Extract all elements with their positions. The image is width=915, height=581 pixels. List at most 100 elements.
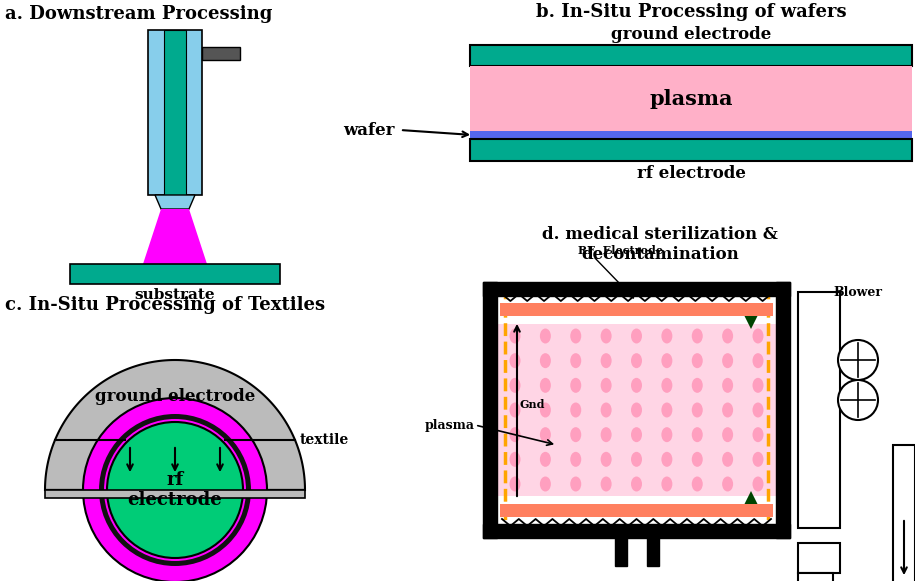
Text: b. In-Situ Processing of wafers: b. In-Situ Processing of wafers: [535, 3, 846, 21]
Ellipse shape: [540, 427, 551, 442]
Ellipse shape: [722, 353, 733, 368]
Ellipse shape: [631, 452, 642, 467]
Text: RF  Electrode: RF Electrode: [578, 245, 663, 256]
Ellipse shape: [631, 378, 642, 393]
Ellipse shape: [600, 378, 611, 393]
Ellipse shape: [752, 427, 763, 442]
Ellipse shape: [540, 378, 551, 393]
Ellipse shape: [600, 353, 611, 368]
Ellipse shape: [692, 328, 703, 343]
Circle shape: [83, 398, 267, 581]
Circle shape: [107, 422, 243, 558]
Bar: [483, 282, 790, 538]
Polygon shape: [155, 195, 195, 209]
Ellipse shape: [510, 328, 521, 343]
Bar: [483, 524, 790, 538]
Ellipse shape: [540, 353, 551, 368]
Ellipse shape: [540, 403, 551, 418]
Ellipse shape: [692, 427, 703, 442]
Ellipse shape: [662, 378, 673, 393]
Text: rf
electrode: rf electrode: [127, 471, 222, 510]
Text: wafer: wafer: [343, 121, 395, 138]
Bar: [470, 45, 912, 66]
Text: substrate: substrate: [135, 288, 215, 302]
Ellipse shape: [752, 353, 763, 368]
Ellipse shape: [510, 378, 521, 393]
Text: plasma: plasma: [650, 88, 733, 109]
Ellipse shape: [752, 403, 763, 418]
Text: textile: textile: [300, 433, 350, 447]
Ellipse shape: [540, 476, 551, 492]
Ellipse shape: [600, 452, 611, 467]
Text: rf electrode: rf electrode: [637, 165, 746, 182]
Bar: [798, 573, 833, 581]
Bar: [70, 264, 280, 284]
Bar: [45, 490, 305, 498]
Ellipse shape: [692, 353, 703, 368]
Ellipse shape: [692, 378, 703, 393]
Ellipse shape: [510, 427, 521, 442]
Ellipse shape: [600, 328, 611, 343]
Text: Blower: Blower: [834, 286, 882, 299]
Ellipse shape: [662, 427, 673, 442]
Text: ground electrode: ground electrode: [611, 26, 771, 43]
Ellipse shape: [662, 353, 673, 368]
Polygon shape: [745, 316, 758, 329]
Ellipse shape: [600, 403, 611, 418]
Text: ground electrode: ground electrode: [95, 388, 255, 405]
Ellipse shape: [722, 403, 733, 418]
Bar: [470, 139, 912, 161]
Ellipse shape: [540, 328, 551, 343]
Ellipse shape: [631, 427, 642, 442]
Ellipse shape: [510, 452, 521, 467]
Ellipse shape: [631, 403, 642, 418]
Text: Gnd: Gnd: [520, 400, 545, 411]
Ellipse shape: [662, 476, 673, 492]
Ellipse shape: [600, 427, 611, 442]
Ellipse shape: [631, 328, 642, 343]
Circle shape: [104, 419, 246, 561]
Circle shape: [838, 340, 878, 380]
Circle shape: [838, 380, 878, 420]
Ellipse shape: [662, 328, 673, 343]
Bar: [776, 282, 790, 538]
Ellipse shape: [692, 476, 703, 492]
Text: a. Downstream Processing: a. Downstream Processing: [5, 5, 273, 23]
Ellipse shape: [510, 353, 521, 368]
Ellipse shape: [752, 476, 763, 492]
Ellipse shape: [570, 403, 581, 418]
Bar: [893, 445, 915, 581]
Ellipse shape: [631, 476, 642, 492]
Bar: [470, 131, 912, 139]
Bar: [500, 504, 773, 517]
Ellipse shape: [752, 328, 763, 343]
Bar: [164, 30, 186, 195]
Ellipse shape: [722, 476, 733, 492]
Ellipse shape: [570, 353, 581, 368]
Circle shape: [99, 414, 251, 566]
Ellipse shape: [570, 427, 581, 442]
Ellipse shape: [662, 403, 673, 418]
Polygon shape: [745, 491, 758, 504]
Bar: [470, 66, 912, 131]
Bar: [483, 282, 497, 538]
Ellipse shape: [570, 378, 581, 393]
Bar: [497, 324, 776, 496]
Ellipse shape: [540, 452, 551, 467]
Text: plasma: plasma: [425, 418, 475, 432]
Ellipse shape: [692, 403, 703, 418]
Ellipse shape: [752, 378, 763, 393]
Bar: [615, 538, 627, 566]
Ellipse shape: [722, 427, 733, 442]
Polygon shape: [45, 360, 305, 490]
Bar: [202, 47, 240, 60]
Ellipse shape: [570, 452, 581, 467]
Ellipse shape: [662, 452, 673, 467]
Polygon shape: [143, 209, 207, 264]
Ellipse shape: [570, 476, 581, 492]
Text: d. medical sterilization &
decontamination: d. medical sterilization & decontaminati…: [542, 226, 778, 263]
Text: c. In-Situ Processing of Textiles: c. In-Situ Processing of Textiles: [5, 296, 325, 314]
Bar: [798, 292, 840, 528]
Ellipse shape: [692, 452, 703, 467]
Ellipse shape: [722, 328, 733, 343]
